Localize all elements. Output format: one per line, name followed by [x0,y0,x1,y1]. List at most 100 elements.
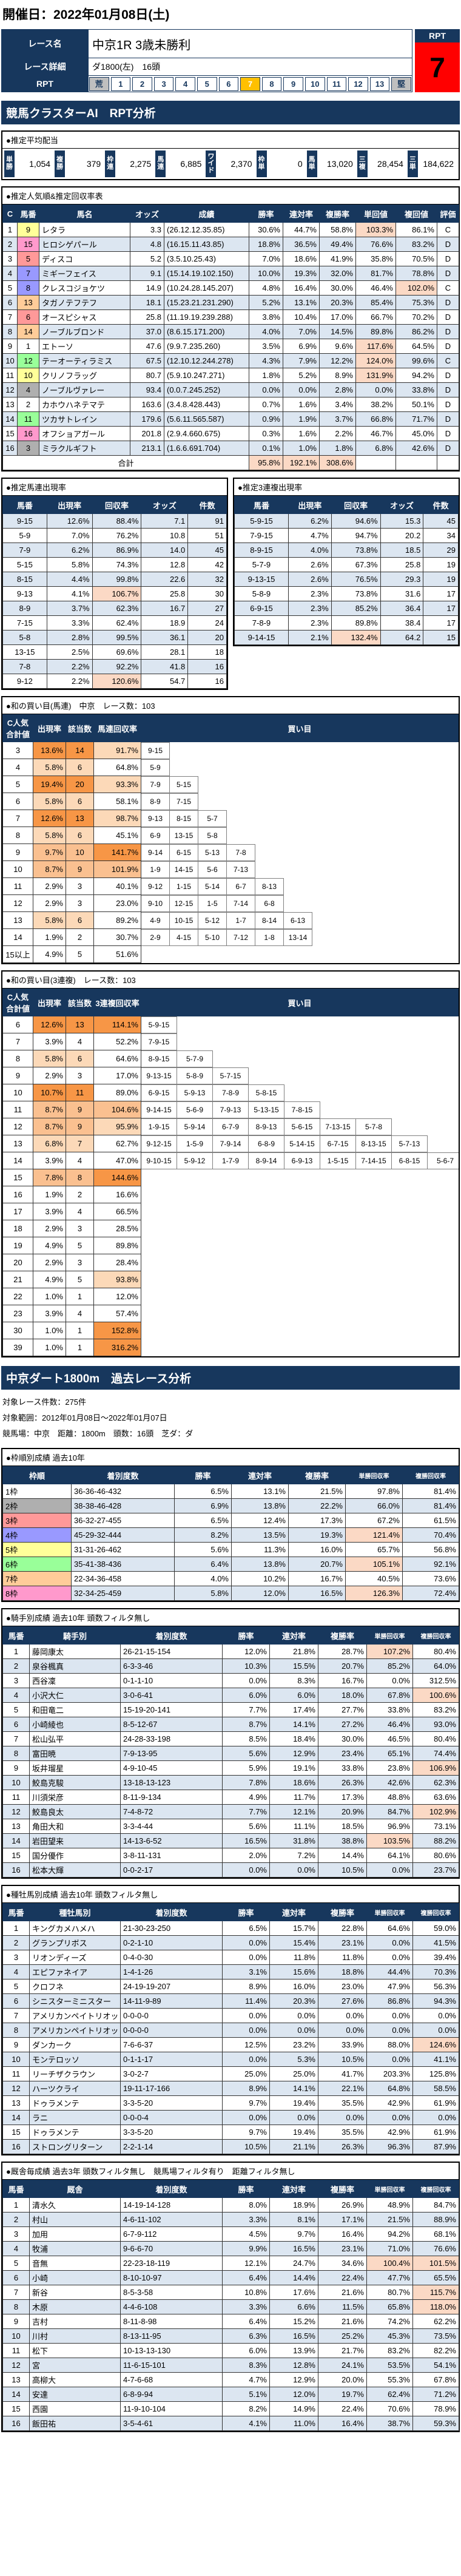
table-row: 6 12.6% 13 114.1% 5-9-15 [2,1016,459,1033]
payout-label: 複 勝 [55,150,66,177]
count: 42 [187,557,227,572]
odds: 12.8 [141,557,189,572]
payback-rate: 99.5% [92,630,142,645]
name: グランプリボス [29,1935,121,1950]
show-payback: 56.3% [412,1979,459,1994]
table-row: 14 11 ツカサトレイン 179.6 (5.6.11.565.587) 0.9% 1.9%… [2,411,459,427]
name: 吉村 [29,2314,121,2329]
table-row: 30 1.0% 1 152.8% [2,1322,459,1339]
count: 19 [423,572,459,587]
occurrence-rate: 9.7% [33,843,66,861]
pick: 8-9-14 [248,1152,284,1169]
post: 7枠 [2,1571,72,1586]
horse-number: 15 [2,2125,30,2140]
record: 14-19-14-128 [120,2197,223,2213]
table-row: 4枠 45-29-32-444 8.2% 13.5% 19.3% 121.4% 70.4% [2,1527,459,1543]
win-payback: 131.9% [355,368,396,383]
odds: 179.6 [130,411,164,427]
count: 91 [187,513,227,529]
quinella-rate: 16.0% [269,1979,318,1994]
horse-number: 11 [17,411,39,427]
pair: 7-15 [2,615,47,630]
horse-number: 1 [17,339,39,354]
show-payback: 80.6% [412,1848,459,1863]
table-row: 2 泉谷楓真 6-3-3-46 10.3% 15.5% 20.7% 85.2% 64.0% [2,1658,459,1674]
win-rate: 8.2% [222,2401,270,2416]
payback-rate: 93.8% [93,1271,141,1288]
odds: 36.1 [141,630,189,645]
name: 小崎 [29,2270,121,2285]
payout-value: 379 [86,159,101,169]
win-rate: 3.8% [249,309,283,325]
quinella-rate: 18.4% [269,1731,318,1746]
name: ドゥラメンテ [29,2095,121,2111]
picks-cell: 8-9-15 5-7-9 [141,1050,459,1067]
picks-cell: 9-12-15 1-5-9 7-9-14 6-8-9 5-14-15 6-7-15 8-13… [141,1135,459,1152]
win-payback: 21.5% [366,2212,413,2227]
odds: 3.3 [130,222,164,237]
horse-number: 8 [2,2023,30,2038]
picks-cell: 2-9 4-15 5-10 7-12 1-8 13-14 [141,928,459,946]
occurrence-rate: 2.3% [288,586,332,601]
rpt-scale-cell: 11 [326,76,347,91]
table-row: 9-14-15 2.1% 132.4% 64.2 15 [234,630,459,645]
name: ドゥラメンテ [29,2125,121,2140]
win-rate: 0.0% [222,1673,270,1688]
grade: C [437,222,459,237]
race-info: レース名 中京1R 3歳未勝利 レース詳細 ダ1800(左) 16頭 RPT 荒… [1,29,460,92]
show-rate: 27.2% [318,1717,367,1732]
rank-sum: 8 [2,1050,33,1067]
record: (9.9.7.235.260) [164,339,249,354]
race-name-label: レース名 [1,29,89,58]
column-header: 複勝率 [319,205,356,223]
rank-sum: 16 [2,1186,33,1203]
record: 6-3-3-46 [120,1658,223,1674]
quinella-rate: 7.9% [283,353,320,368]
meta-line: 対象範囲：2012年01月08日～2022年01月07日 [2,1413,167,1422]
show-payback: 115.7% [412,2285,459,2300]
win-payback: 124.0% [355,353,396,368]
pick: 5-8-15 [248,1084,284,1101]
occurrence-rate: 2.6% [288,557,332,572]
name: 宮 [29,2358,121,2373]
table-row: 9 吉村 8-11-8-98 6.4% 15.2% 21.6% 74.2% 62.2% [2,2314,459,2329]
win-rate: 0.0% [222,2023,270,2038]
record: (1.6.6.691.704) [164,441,249,456]
count: 16 [187,674,227,689]
column-header: 複勝回収率 [412,2180,459,2198]
quinella-rate: 6.9% [283,339,320,354]
table-row: 2 村山 4-6-11-102 3.3% 8.1% 17.1% 21.5% 88.9% [2,2212,459,2227]
show-payback: 64.0% [412,1658,459,1674]
win-payback: 38.2% [355,397,396,412]
table-row: 1 9 レタラ 3.3 (26.12.12.35.85) 30.6% 44.7% 58.8% 1… [2,222,459,237]
record: 15-19-20-141 [120,1702,223,1717]
horse-name: ノーブルブロンド [39,324,130,339]
horse-number: 16 [2,2139,30,2154]
horse-number: 3 [2,1673,30,1688]
name: ハーツクライ [29,2081,121,2096]
pick: 6-9-13 [284,1152,320,1169]
show-payback: 71.2% [412,2387,459,2402]
record: 3-8-11-131 [120,1848,223,1863]
record: 0-0-0-0 [120,2023,223,2038]
odds: 22.6 [141,572,189,587]
name: 高柳大 [29,2372,121,2387]
payback-rate: 28.4% [93,1254,141,1271]
record: 8-11-9-134 [120,1790,223,1805]
win-rate: 0.0% [222,2008,270,2023]
total-value: 192.1% [283,455,320,470]
quinella-rate: 13.1% [283,295,320,310]
quinella-rate: 31.8% [269,1833,318,1848]
wano-umaren-title: ●和の買い目(馬連) 中京 レース数：103 [2,697,459,714]
picks-cell [141,945,459,963]
win-rate: 4.0% [249,324,283,339]
horse-number: 2 [2,2212,30,2227]
trio: 7-8-9 [234,615,289,630]
table-row: 4 5.8% 6 64.8% 5-9 [2,759,459,776]
show-rate: 27.6% [318,1993,367,2009]
pick: 8-9-15 [141,1050,177,1067]
win-payback: 66.7% [355,309,396,325]
record: 0-0-0-0 [120,2008,223,2023]
picks-cell: 1-9-15 5-9-14 6-7-9 8-9-13 5-6-15 7-13-15 5-7-… [141,1118,459,1135]
count: 17 [423,601,459,616]
